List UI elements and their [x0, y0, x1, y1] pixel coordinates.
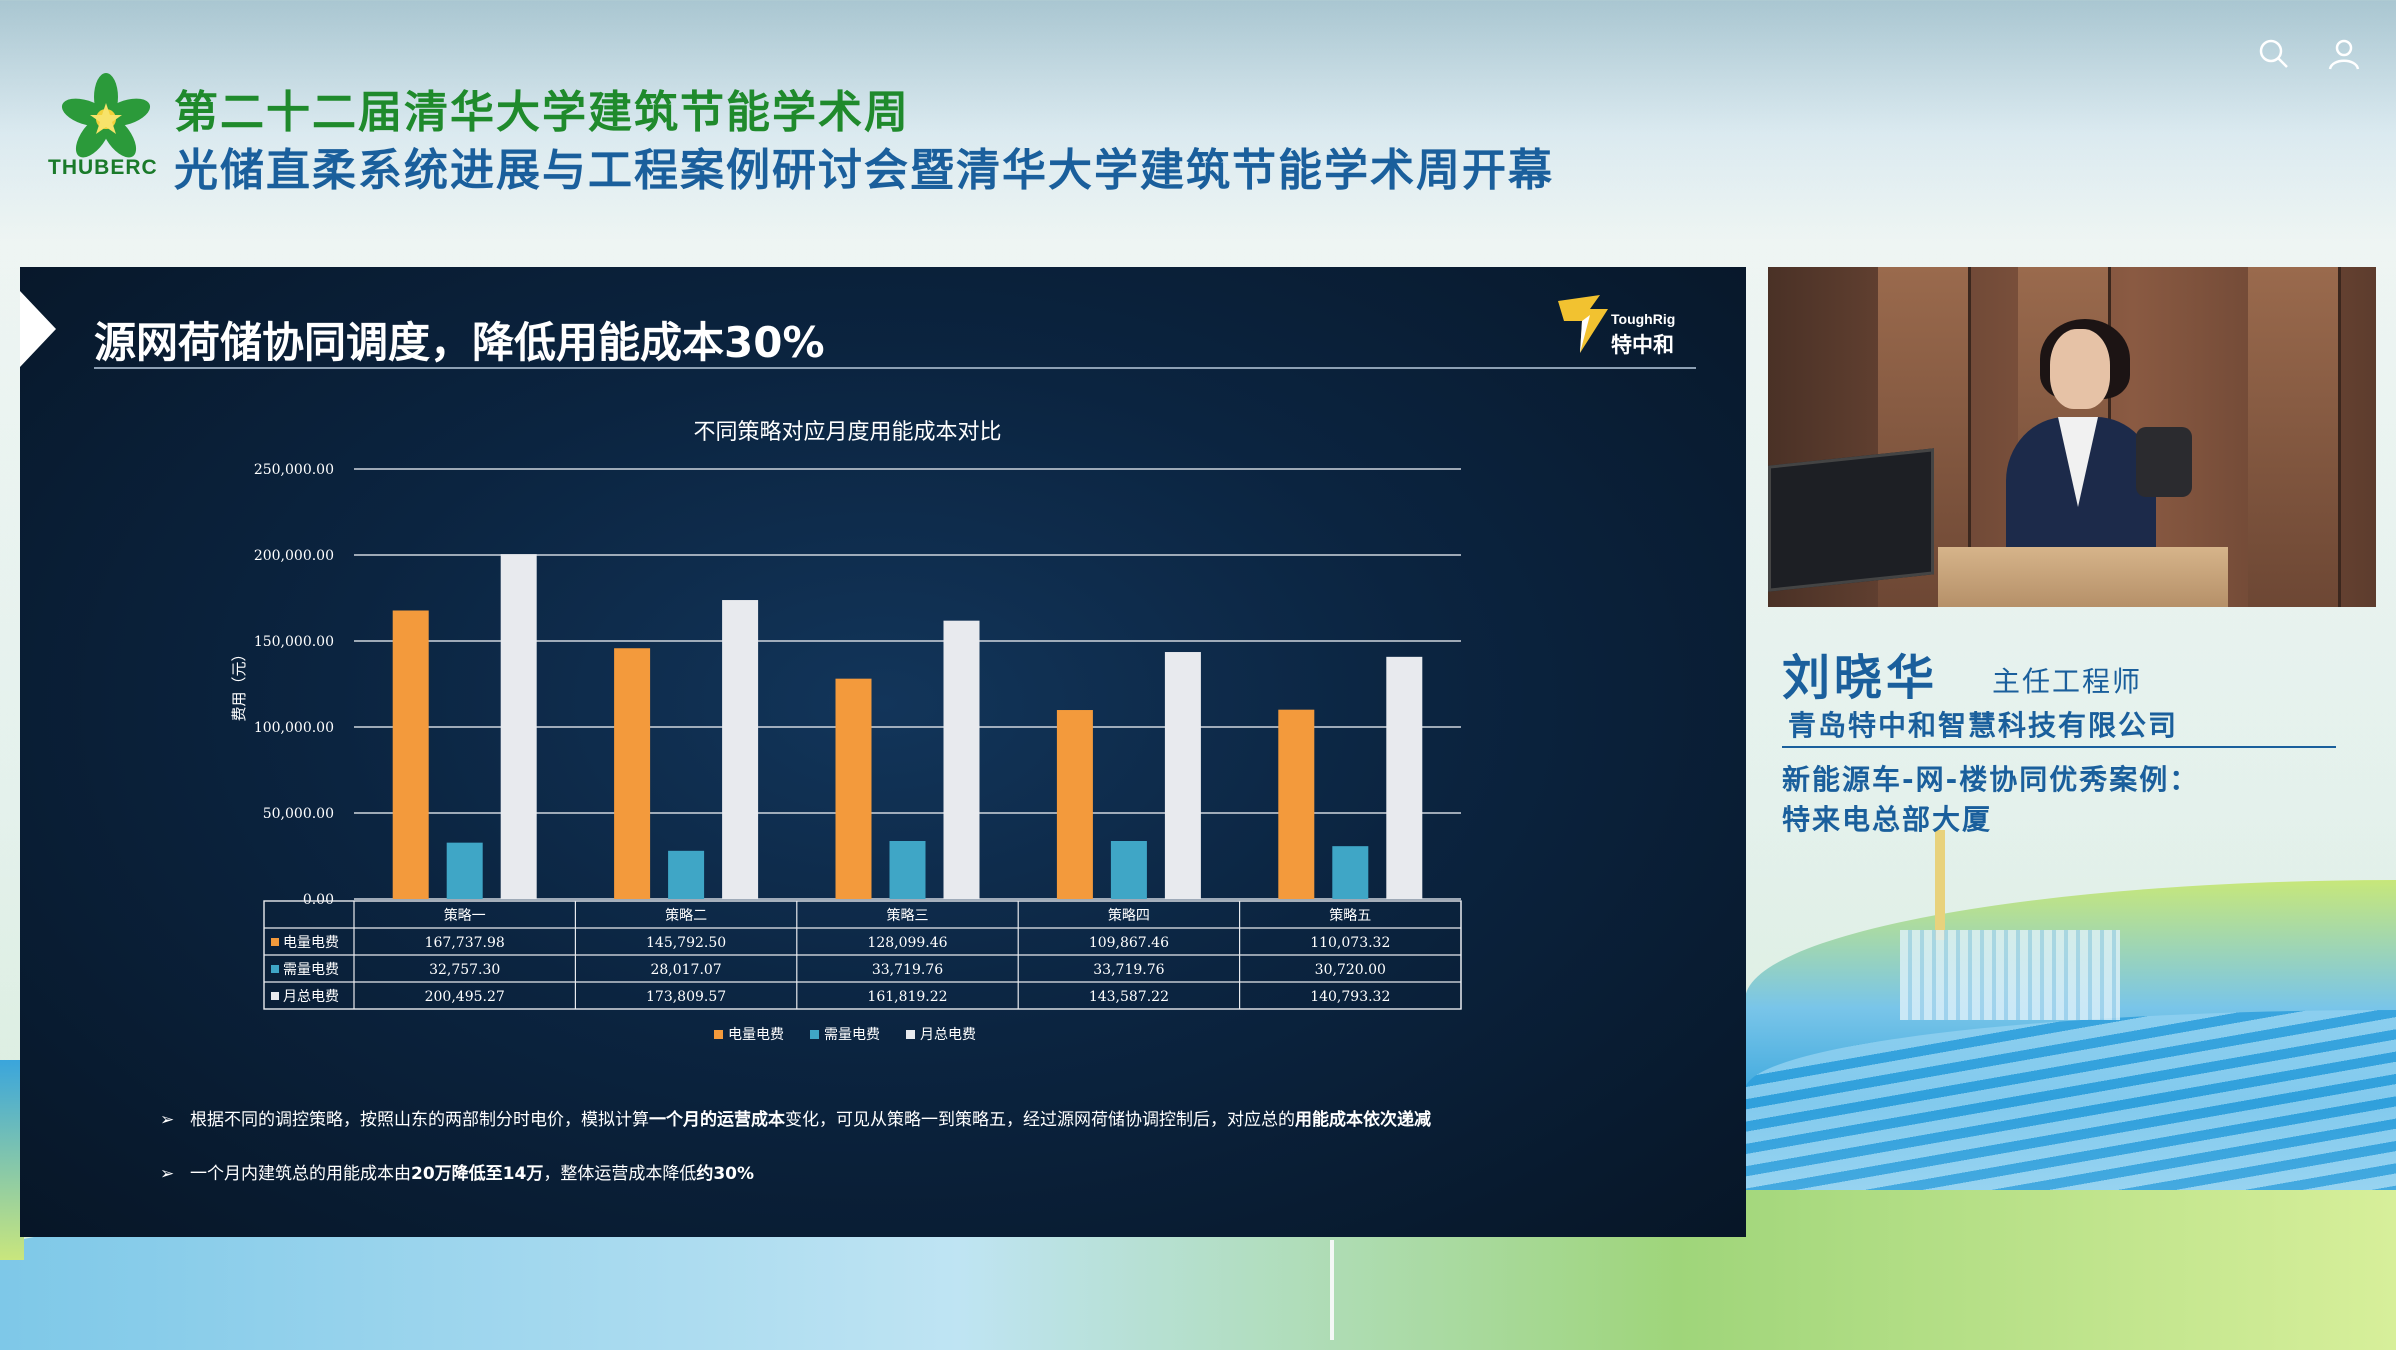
bar — [392, 610, 429, 899]
y-tick-label: 150,000.00 — [254, 634, 334, 650]
thuberc-logo — [61, 73, 151, 158]
bullet-item: ➢ 一个月内建筑总的用能成本由20万降低至14万，整体运营成本降低约30% — [160, 1159, 754, 1184]
legend-swatch — [714, 1030, 723, 1039]
legend-swatch — [906, 1030, 915, 1039]
brand-name-cn: 特中和 — [1611, 333, 1674, 357]
data-label: 143,587.22 — [1089, 989, 1169, 1005]
legend-label: 电量电费 — [728, 1027, 784, 1043]
bullet-text: 根据不同的调控策略，按照山东的两部制分时电价，模拟计算 — [190, 1110, 649, 1130]
background-tower — [1935, 830, 1945, 940]
data-label: 173,809.57 — [646, 989, 726, 1005]
x-tick-label: 策略一 — [444, 907, 486, 924]
y-axis-label: 费用（元） — [230, 646, 248, 721]
bar — [1164, 652, 1201, 899]
table-series-name: 月总电费 — [283, 989, 339, 1005]
logo-text: THUBERC — [48, 156, 158, 179]
cost-comparison-chart: 不同策略对应月度用能成本对比 0.00 50,000.00 100,000.00 150… — [230, 420, 1462, 1043]
bar — [614, 648, 651, 899]
table-series-name: 需量电费 — [283, 962, 339, 978]
data-label: 110,073.32 — [1310, 935, 1390, 951]
bar — [446, 842, 483, 899]
x-tick-label: 策略四 — [1108, 907, 1150, 924]
bullet-emphasis: 用能成本依次递减 — [1295, 1110, 1431, 1130]
data-label: 33,719.76 — [1093, 962, 1164, 978]
event-subtitle: 光储直柔系统进展与工程案例研讨会暨清华大学建筑节能学术周开幕 — [174, 145, 1554, 196]
x-tick-label: 策略三 — [887, 907, 929, 924]
speaker-name: 刘晓华 — [1782, 650, 1939, 706]
user-icon[interactable] — [2326, 36, 2362, 72]
bar — [1056, 710, 1093, 899]
data-label: 128,099.46 — [867, 935, 947, 951]
x-tick-label: 策略五 — [1329, 907, 1371, 924]
bar — [835, 678, 872, 899]
presentation-slide: 源网荷储协同调度，降低用能成本30% ToughRig 特中和 不同策略对应月度… — [20, 267, 1746, 1237]
legend-swatch — [271, 992, 279, 1000]
legend-label: 月总电费 — [920, 1027, 976, 1043]
data-label: 167,737.98 — [425, 935, 505, 951]
bullet-text: 变化，可见从策略一到策略五，经过源网荷储协调控制后，对应总的 — [785, 1110, 1295, 1130]
bullet-emphasis: 20万降低至14万 — [411, 1164, 544, 1184]
monitor — [1768, 448, 1934, 592]
data-label: 28,017.07 — [650, 962, 721, 978]
data-label: 109,867.46 — [1089, 935, 1169, 951]
y-tick-label: 250,000.00 — [254, 462, 334, 478]
chart-title: 不同策略对应月度用能成本对比 — [693, 420, 1001, 445]
camera-icon — [2136, 427, 2192, 497]
legend-label: 需量电费 — [824, 1027, 880, 1043]
y-tick-label: 100,000.00 — [254, 720, 334, 736]
bullet-item: ➢ 根据不同的调控策略，按照山东的两部制分时电价，模拟计算一个月的运营成本变化，可… — [160, 1105, 1431, 1130]
speaker-organization: 青岛特中和智慧科技有限公司 — [1788, 709, 2179, 742]
bar — [1278, 709, 1315, 899]
background-buildings — [1900, 930, 2120, 1020]
data-label: 30,720.00 — [1315, 962, 1386, 978]
data-label: 140,793.32 — [1310, 989, 1390, 1005]
bar — [889, 841, 926, 899]
toughrig-logo-icon — [1558, 295, 1608, 353]
bar — [1332, 846, 1369, 899]
data-label: 145,792.50 — [646, 935, 726, 951]
table-series-name: 电量电费 — [283, 935, 339, 951]
legend-swatch — [271, 965, 279, 973]
speaker-video — [1768, 267, 2376, 607]
y-tick-label: 50,000.00 — [263, 806, 334, 822]
legend-swatch — [810, 1030, 819, 1039]
bullet-marker-icon: ➢ — [160, 1110, 175, 1130]
search-icon[interactable] — [2256, 36, 2292, 72]
bar — [722, 600, 759, 899]
podium — [1938, 547, 2228, 607]
bar — [500, 554, 537, 899]
speaker-topic-line2: 特来电总部大厦 — [1782, 803, 1993, 836]
slide-arrow-icon — [20, 291, 56, 367]
bullet-text: ，整体运营成本降低 — [543, 1164, 697, 1184]
slide-title: 源网荷储协同调度，降低用能成本30% — [94, 318, 825, 367]
bar — [668, 850, 705, 899]
x-tick-label: 策略二 — [665, 907, 707, 924]
bullet-emphasis: 一个月的运营成本 — [649, 1110, 785, 1130]
y-tick-label: 0.00 — [303, 892, 334, 908]
background-windmill — [1330, 1240, 1334, 1340]
bullet-emphasis: 约30% — [696, 1164, 755, 1184]
data-label: 32,757.30 — [429, 962, 500, 978]
wood-panel — [2248, 267, 2341, 607]
bar — [943, 620, 980, 899]
y-tick-label: 200,000.00 — [254, 548, 334, 564]
legend-swatch — [271, 938, 279, 946]
bar — [1386, 656, 1423, 899]
bullet-text: 一个月内建筑总的用能成本由 — [190, 1164, 411, 1184]
bar — [1110, 841, 1147, 899]
slide-title-divider — [94, 367, 1696, 369]
data-label: 200,495.27 — [425, 989, 505, 1005]
speaker-divider — [1782, 746, 2336, 748]
speaker-title: 主任工程师 — [1992, 665, 2143, 698]
data-label: 161,819.22 — [867, 989, 947, 1005]
speaker-face — [2050, 329, 2110, 409]
data-label: 33,719.76 — [872, 962, 943, 978]
brand-name-en: ToughRig — [1611, 311, 1676, 327]
speaker-topic-line1: 新能源车-网-楼协同优秀案例： — [1782, 763, 2200, 796]
bullet-marker-icon: ➢ — [160, 1164, 175, 1184]
event-title: 第二十二届清华大学建筑节能学术周 — [174, 87, 910, 138]
